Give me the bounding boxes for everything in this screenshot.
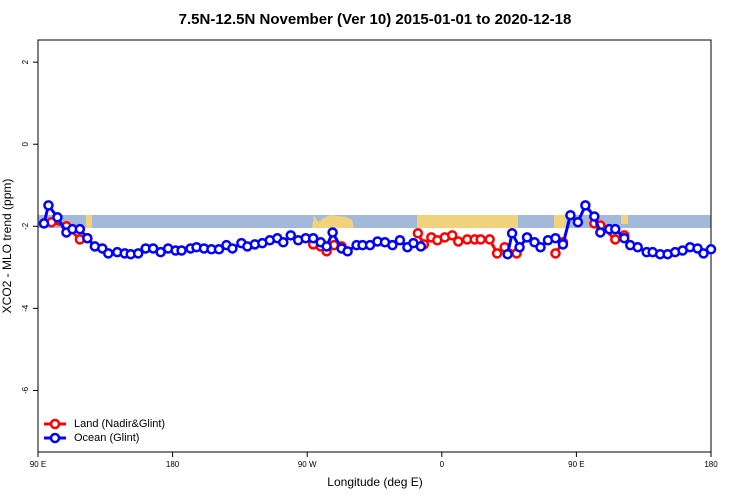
data-point [43,200,54,211]
data-point [307,232,319,244]
data-point [447,230,458,241]
data-point [278,237,289,248]
data-point [52,212,63,223]
data-point [475,234,486,245]
data-point [227,243,238,254]
data-point [74,223,86,235]
data-point [412,228,424,239]
data-point [132,248,144,259]
data-point [213,244,225,255]
data-point [453,236,464,247]
data-point [176,245,187,256]
data-point [705,244,717,255]
y-axis-label: XCO2 - MLO trend (ppm) [0,179,14,314]
data-point [342,246,353,257]
land-ocean-strip [38,215,711,228]
x-axis-label: Longitude (deg E) [327,475,422,489]
data-point [491,248,503,259]
chart-title: 7.5N-12.5N November (Ver 10) 2015-01-01 … [179,11,572,28]
y-tick-label: 0 [21,141,30,146]
data-point [595,227,606,238]
land-strip [86,215,92,228]
data-point [514,241,525,253]
data-point [285,230,296,241]
data-point [415,241,427,252]
land-strip [621,215,628,224]
data-point [502,248,513,260]
x-tick-label: 90 E [30,460,46,469]
y-tick-label: -6 [21,386,30,394]
data-point [557,239,569,250]
y-tick-label: -4 [21,304,30,312]
x-tick-label: 0 [440,460,445,469]
land-strip [554,215,566,228]
data-point [103,248,114,259]
data-point [394,235,406,246]
ocean-strip [38,215,711,228]
data-point [610,223,621,235]
data-point [610,234,621,245]
data-point [387,239,398,251]
y-tick-label: -2 [21,222,30,230]
data-point [521,232,533,243]
x-tick-label: 90 E [568,460,584,469]
data-point [38,218,50,229]
x-tick-label: 180 [704,460,718,469]
x-tick-label: 90 W [298,460,317,469]
data-point [632,241,643,253]
data-point [589,211,600,222]
data-point [327,227,338,238]
land-strip [312,215,354,228]
data-point [580,200,591,211]
data-point [550,232,561,244]
data-point [506,228,518,239]
legend-marker [49,418,61,430]
data-point [82,232,93,244]
land-strip [417,215,518,228]
data-point [535,241,546,253]
x-tick-label: 180 [166,460,180,469]
legend-label: Land (Nadir&Glint) [74,418,165,430]
data-point [572,216,584,228]
data-point [550,248,561,259]
data-point [698,248,709,259]
data-point [484,234,495,245]
y-tick-label: 2 [21,59,30,64]
legend-marker [49,432,61,444]
data-point [619,232,630,244]
data-point [321,241,332,252]
data-point [565,209,576,221]
legend-label: Ocean (Glint) [74,432,139,444]
